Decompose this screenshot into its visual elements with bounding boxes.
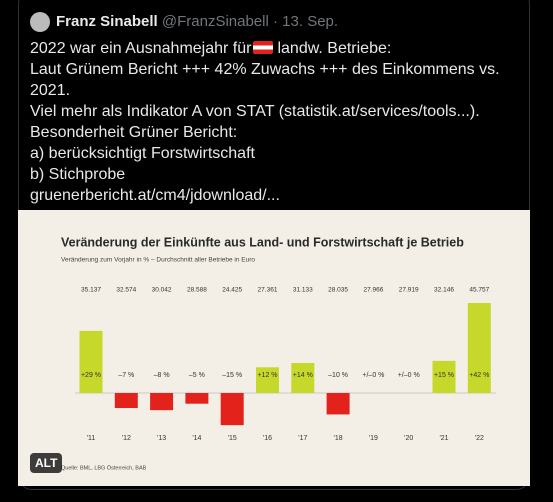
- income-label: 24.425: [222, 287, 242, 294]
- value-label: +14 %: [293, 372, 313, 379]
- x-tick-label: '18: [334, 435, 343, 442]
- value-label: +12 %: [257, 372, 277, 379]
- value-label: –10 %: [328, 372, 348, 379]
- date[interactable]: 13. Sep.: [282, 13, 339, 30]
- flag-austria: [253, 41, 274, 54]
- text-line: Besonderheit Grüner Bericht:: [30, 124, 238, 141]
- alt-badge[interactable]: ALT: [30, 453, 63, 473]
- chart-subtitle: Veränderung zum Vorjahr in % – Durchschn…: [61, 257, 255, 264]
- income-label: 27.919: [399, 287, 419, 294]
- income-label: 28.588: [187, 287, 207, 294]
- x-tick-label: '12: [122, 435, 131, 442]
- income-label: 31.133: [293, 287, 313, 294]
- income-label: 30.042: [152, 287, 172, 294]
- tweet-text: 2022 war ein Ausnahmejahr für landw. Betr…: [30, 38, 525, 206]
- income-label: 45.757: [469, 287, 489, 294]
- text-line: Viel mehr als Indikator A von STAT (stat…: [30, 103, 480, 120]
- x-tick-label: '21: [439, 435, 448, 442]
- income-label: 32.574: [116, 287, 136, 294]
- bar: [467, 303, 491, 393]
- bar: [150, 393, 174, 411]
- text-rest: Laut Grünem Bericht +++ 42% Zuwachs +++ …: [30, 59, 525, 206]
- bar: [79, 330, 103, 393]
- x-tick-label: '22: [475, 435, 484, 442]
- x-tick-label: '15: [228, 435, 237, 442]
- x-tick-label: '11: [87, 435, 96, 442]
- chart-title: Veränderung der Einkünfte aus Land- und …: [61, 235, 464, 249]
- income-label: 27.966: [363, 287, 383, 294]
- text-line: gruenerbericht.at/cm4/jdownload/...: [30, 187, 280, 204]
- x-tick-label: '13: [157, 435, 166, 442]
- x-tick-label: '17: [298, 435, 307, 442]
- text-line: Laut Grünem Bericht +++ 42% Zuwachs +++ …: [30, 61, 500, 78]
- value-label: +15 %: [434, 372, 454, 379]
- chart-source: Quelle: BML, LBG Österreich, BAB: [61, 464, 147, 471]
- value-label: +42 %: [469, 372, 489, 379]
- income-label: 35.137: [81, 287, 101, 294]
- income-label: 28.035: [328, 287, 348, 294]
- value-label: –7 %: [118, 372, 134, 379]
- text-line: b) Stichprobe: [30, 166, 126, 183]
- image-background: [18, 210, 530, 486]
- bar: [326, 393, 350, 415]
- bar: [291, 363, 315, 393]
- value-label: –15 %: [222, 372, 242, 379]
- bar: [256, 367, 279, 393]
- x-tick-label: '14: [192, 435, 201, 442]
- bar: [220, 393, 244, 426]
- x-tick-label: '20: [404, 435, 413, 442]
- text-line: 2021.: [30, 82, 71, 99]
- bar: [185, 393, 209, 404]
- x-tick-label: '19: [369, 435, 378, 442]
- text-part: landw. Betriebe:: [277, 40, 392, 57]
- author-name[interactable]: Franz Sinabell: [56, 13, 158, 30]
- text-part: 2022 war ein Ausnahmejahr für: [30, 40, 252, 57]
- x-tick-label: '16: [263, 435, 272, 442]
- value-label: +/–0 %: [398, 372, 420, 379]
- value-label: +/–0 %: [362, 372, 384, 379]
- text-line: a) berücksichtigt Forstwirtschaft: [30, 145, 255, 162]
- tweet-header: Franz Sinabell @FranzSinabell · 13. Sep.: [56, 13, 338, 30]
- separator: ·: [273, 13, 278, 30]
- value-label: –8 %: [154, 372, 170, 379]
- value-label: +29 %: [81, 372, 101, 379]
- chart-image[interactable]: Veränderung der Einkünfte aus Land- und …: [18, 210, 530, 486]
- income-label: 27.361: [258, 287, 278, 294]
- avatar[interactable]: [30, 12, 50, 32]
- income-label: 32.146: [434, 287, 454, 294]
- value-label: –5 %: [189, 372, 205, 379]
- bar: [432, 360, 456, 393]
- bar: [114, 393, 138, 408]
- text-line: 2022 war ein Ausnahmejahr für landw. Betr…: [30, 38, 525, 59]
- handle[interactable]: @FranzSinabell: [161, 13, 269, 30]
